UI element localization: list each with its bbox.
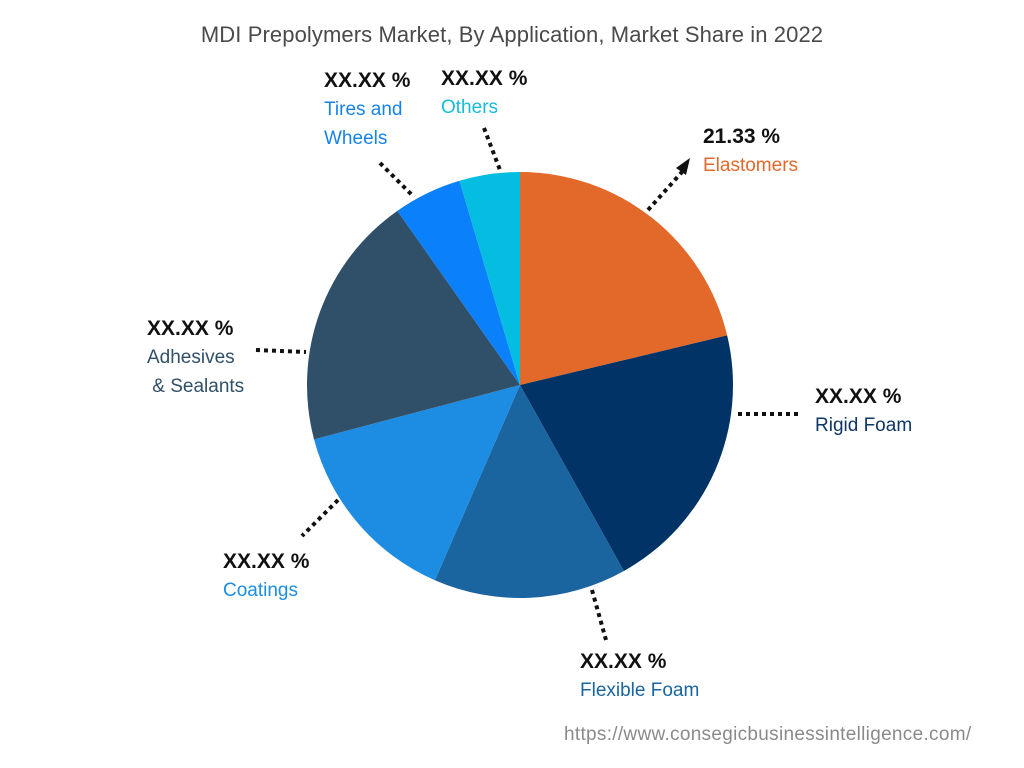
label-tires-name-line1: Tires and (324, 99, 403, 120)
label-rigid-foam-value: XX.XX % (815, 385, 902, 408)
pie-slice-elastomers (520, 172, 728, 385)
label-others: XX.XX % Others (441, 64, 527, 122)
label-elastomers-value: 21.33 % (703, 125, 781, 148)
label-coatings: XX.XX % Coatings (223, 547, 309, 605)
source-url: https://www.consegicbusinessintelligence… (564, 724, 972, 745)
pie-slice-others (459, 172, 520, 385)
label-elastomers: 21.33 % Elastomers (703, 122, 798, 180)
label-flexible-foam-name: Flexible Foam (580, 680, 700, 701)
label-tires-name-line2: Wheels (324, 128, 388, 149)
pie-slice-tires-and-wheels (397, 180, 520, 385)
leader-flexible-foam (590, 589, 608, 641)
chart-title: MDI Prepolymers Market, By Application, … (200, 22, 824, 47)
label-adhesives-sealants: XX.XX % Adhesives & Sealants (147, 314, 244, 401)
pie-slice-adhesives-sealants (307, 210, 520, 440)
label-coatings-name: Coatings (223, 580, 298, 601)
label-elastomers-name: Elastomers (703, 155, 799, 176)
leader-coatings (300, 498, 340, 538)
label-flexible-foam: XX.XX % Flexible Foam (580, 647, 699, 705)
label-others-value: XX.XX % (441, 67, 528, 90)
label-rigid-foam-name: Rigid Foam (815, 415, 913, 436)
leader-elastomers (646, 170, 684, 212)
leader-tires (378, 161, 416, 199)
leader-adhesives (255, 348, 307, 354)
pie-slice-flexible-foam (434, 385, 624, 599)
label-flexible-foam-value: XX.XX % (580, 650, 667, 673)
pie-slices (307, 172, 734, 599)
leader-lines (255, 127, 800, 641)
leader-others (482, 127, 502, 171)
label-adhesives-value: XX.XX % (147, 317, 234, 340)
label-adhesives-name-line2: & Sealants (147, 376, 245, 397)
label-others-name: Others (441, 97, 499, 118)
label-tires-wheels: XX.XX % Tires and Wheels (324, 66, 410, 153)
label-adhesives-name-line1: Adhesives (147, 347, 235, 368)
pie-slice-rigid-foam (520, 335, 734, 571)
arrow-head-icon (676, 158, 690, 175)
label-tires-value: XX.XX % (324, 69, 411, 92)
label-coatings-value: XX.XX % (223, 550, 310, 573)
pie-slice-coatings (314, 385, 520, 581)
label-rigid-foam: XX.XX % Rigid Foam (815, 382, 912, 440)
